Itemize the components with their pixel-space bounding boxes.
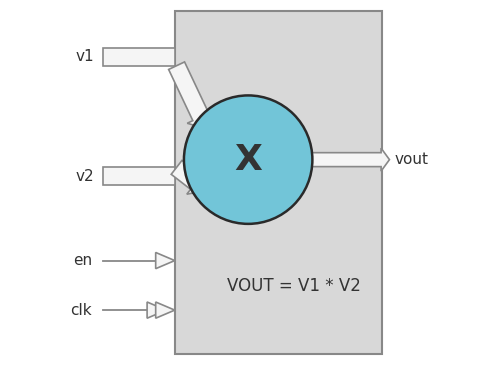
Text: en: en <box>73 253 92 268</box>
Text: VOUT = V1 * V2: VOUT = V1 * V2 <box>227 277 361 295</box>
Text: v1: v1 <box>76 50 94 64</box>
Text: clk: clk <box>70 303 92 317</box>
Polygon shape <box>156 252 175 269</box>
Text: vout: vout <box>395 152 429 167</box>
Text: X: X <box>234 143 262 177</box>
Bar <box>103 167 175 185</box>
Polygon shape <box>168 62 214 129</box>
Text: v2: v2 <box>76 169 94 184</box>
Polygon shape <box>147 302 166 318</box>
Polygon shape <box>156 302 175 318</box>
Bar <box>175 11 382 354</box>
Ellipse shape <box>184 95 312 224</box>
Polygon shape <box>310 148 390 171</box>
Bar <box>103 48 175 66</box>
Polygon shape <box>171 160 206 194</box>
